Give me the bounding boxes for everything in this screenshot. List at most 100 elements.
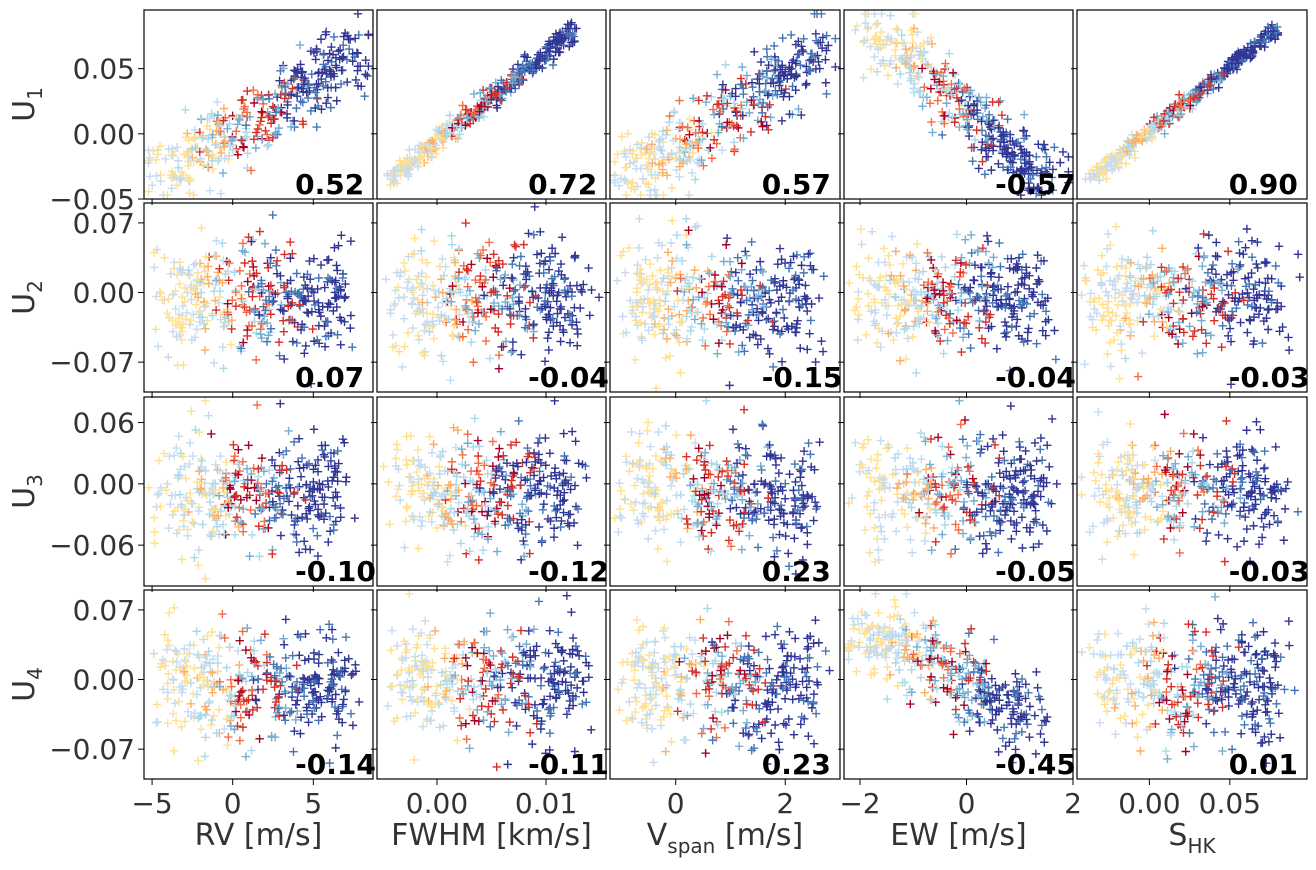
data-point	[662, 557, 672, 566]
data-point	[783, 520, 792, 529]
data-point	[156, 289, 165, 298]
data-point	[627, 427, 636, 437]
data-point	[287, 287, 296, 296]
data-point	[900, 325, 909, 334]
data-point	[296, 96, 305, 106]
data-point	[194, 561, 203, 570]
data-point	[482, 456, 491, 465]
data-point	[543, 334, 552, 343]
data-point	[209, 153, 219, 162]
data-point	[656, 498, 665, 508]
data-point	[250, 317, 259, 326]
data-point	[187, 335, 197, 344]
data-point	[501, 86, 510, 96]
data-point	[1034, 140, 1043, 149]
data-point	[914, 319, 924, 329]
data-point	[148, 181, 157, 190]
data-point	[706, 546, 716, 556]
data-point	[1234, 237, 1243, 246]
data-point	[220, 529, 229, 538]
data-point	[992, 296, 1001, 305]
data-point	[492, 101, 501, 110]
data-point	[618, 312, 627, 321]
data-point	[1188, 332, 1198, 341]
data-point	[643, 426, 652, 436]
data-point	[314, 298, 323, 307]
data-point	[185, 174, 195, 184]
data-point	[525, 321, 534, 330]
data-point	[621, 163, 630, 172]
data-point	[211, 516, 221, 525]
data-point	[1266, 33, 1275, 42]
data-point	[266, 259, 275, 268]
data-point	[191, 133, 200, 142]
data-point	[724, 293, 734, 302]
data-point	[213, 268, 223, 277]
data-point	[230, 502, 240, 511]
data-point	[963, 125, 972, 134]
data-point	[341, 292, 350, 302]
data-point	[407, 481, 417, 491]
data-point	[645, 459, 654, 469]
data-point	[528, 66, 537, 75]
data-point	[1039, 256, 1049, 265]
data-point	[503, 302, 512, 311]
data-point	[679, 469, 688, 478]
data-point	[896, 271, 905, 281]
data-point	[909, 84, 918, 93]
data-point	[299, 284, 308, 294]
data-point	[693, 502, 702, 511]
data-point	[1088, 323, 1097, 332]
data-point	[725, 381, 734, 390]
data-point	[621, 268, 630, 277]
subplot-frame	[1076, 202, 1308, 393]
data-point	[144, 158, 153, 168]
data-point	[1251, 280, 1260, 289]
data-point	[932, 312, 942, 321]
data-point	[311, 55, 320, 64]
data-point	[214, 119, 223, 128]
data-point	[299, 296, 309, 305]
data-point	[890, 292, 900, 301]
data-point	[1207, 290, 1216, 299]
data-point	[790, 459, 800, 469]
data-point	[350, 34, 360, 43]
data-point	[707, 154, 717, 163]
data-point	[750, 293, 759, 303]
data-point	[642, 464, 652, 473]
data-point	[698, 335, 707, 345]
data-point	[925, 318, 934, 328]
data-point	[923, 37, 933, 46]
data-point	[769, 520, 779, 529]
data-point	[336, 340, 345, 349]
data-point	[1056, 158, 1065, 167]
data-point	[170, 506, 179, 516]
data-point	[540, 296, 550, 306]
data-point	[861, 10, 871, 18]
data-point	[418, 291, 427, 300]
data-point	[637, 150, 646, 159]
data-point	[413, 445, 423, 455]
data-point	[431, 141, 441, 150]
data-point	[334, 459, 343, 468]
data-point	[506, 491, 515, 501]
data-point	[249, 306, 259, 315]
data-point	[384, 477, 393, 487]
data-point	[1134, 282, 1143, 291]
data-point	[970, 261, 980, 270]
data-point	[341, 477, 351, 486]
data-point	[167, 184, 176, 193]
data-point	[243, 331, 252, 341]
data-point	[775, 81, 784, 90]
data-point	[765, 440, 774, 450]
data-point	[1206, 279, 1215, 288]
data-point	[799, 490, 808, 500]
data-point	[237, 136, 247, 145]
data-point	[622, 328, 631, 337]
data-point	[520, 540, 529, 549]
data-point	[1178, 338, 1187, 348]
data-point	[981, 296, 990, 305]
data-point	[570, 37, 579, 46]
data-point	[320, 65, 329, 74]
data-point	[432, 149, 441, 158]
